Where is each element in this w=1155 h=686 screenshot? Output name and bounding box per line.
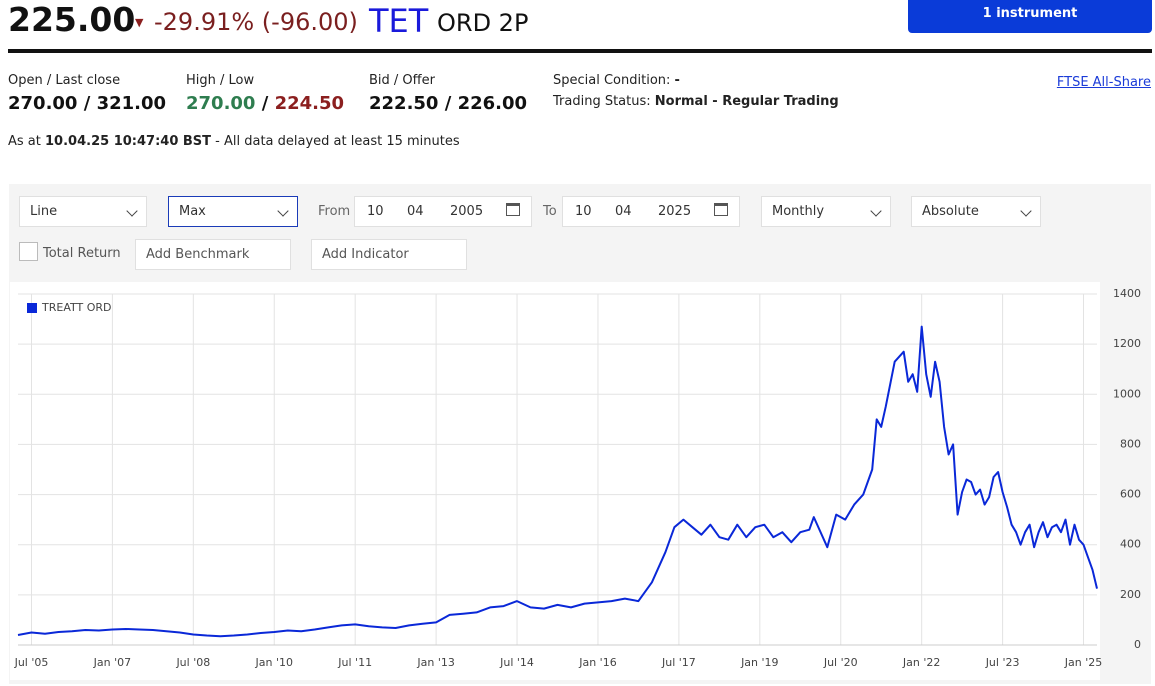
prefix: As at: [8, 134, 41, 149]
trading-status: Trading Status: Normal - Regular Trading: [553, 94, 839, 109]
x-tick-label: Jul '17: [661, 656, 696, 669]
y-tick-label: 1400: [1113, 287, 1141, 300]
interval-select[interactable]: Monthly: [761, 196, 891, 227]
x-tick-label: Jul '14: [499, 656, 534, 669]
y-tick-label: 400: [1120, 538, 1141, 551]
stat-value: 222.50 / 226.00: [369, 93, 528, 114]
down-arrow: ▼: [135, 16, 144, 29]
year: 2005: [450, 204, 484, 219]
index-link[interactable]: FTSE All-Share: [1056, 75, 1151, 90]
from-date[interactable]: 10 04 2005: [354, 196, 532, 227]
stat-value: 270.00 / 224.50: [186, 93, 344, 114]
x-tick-label: Jan '07: [93, 656, 131, 669]
value: Max: [179, 204, 206, 219]
ticker: TET: [369, 2, 429, 40]
low: 224.50: [274, 93, 345, 114]
stat-label: Bid / Offer: [369, 73, 435, 88]
label: Special Condition:: [553, 73, 671, 88]
legend-swatch: [27, 303, 37, 313]
mode-select[interactable]: Absolute: [911, 196, 1041, 227]
price-chart: 0 200 400 600 800 1000 1200 1400 Jul '05 Jan '07 J…: [10, 282, 1141, 680]
x-tick-label: Jul '08: [175, 656, 210, 669]
to-label: To: [543, 204, 557, 219]
value: Normal - Regular Trading: [654, 94, 839, 109]
calendar-icon: [714, 203, 728, 216]
plot-background: [10, 282, 1100, 680]
special-condition: Special Condition: -: [553, 73, 680, 88]
legend-label: TREATT ORD: [41, 301, 112, 314]
benchmark-input[interactable]: Add Benchmark: [135, 239, 291, 270]
value: Line: [30, 204, 58, 219]
y-tick-label: 0: [1134, 638, 1141, 651]
stat-value: 270.00 / 321.00: [8, 93, 167, 114]
value: -: [674, 73, 680, 88]
x-tick-label: Jul '11: [337, 656, 372, 669]
label: Trading Status:: [553, 94, 651, 109]
price-line: [17, 325, 1098, 638]
x-tick-label: Jan '25: [1064, 656, 1102, 669]
suffix: - All data delayed at least 15 minutes: [215, 134, 460, 149]
instrument-button[interactable]: 1 instrument: [908, 0, 1152, 33]
stat-label: Open / Last close: [8, 73, 121, 88]
x-tick-label: Jul '23: [985, 656, 1020, 669]
month: 04: [407, 204, 424, 219]
y-tick-label: 200: [1120, 588, 1141, 601]
y-tick-label: 600: [1120, 488, 1141, 501]
price-change: -29.91% (-96.00): [154, 8, 358, 36]
x-tick-label: Jul '20: [823, 656, 858, 669]
to-date[interactable]: 10 04 2025: [562, 196, 740, 227]
stat-label: High / Low: [186, 73, 255, 88]
year: 2025: [658, 204, 692, 219]
x-tick-label: Jan '13: [416, 656, 454, 669]
month: 04: [615, 204, 632, 219]
calendar-icon: [506, 203, 520, 216]
price: 225.00: [8, 0, 136, 39]
x-tick-label: Jan '22: [902, 656, 940, 669]
x-tick-label: Jan '16: [578, 656, 616, 669]
checkbox[interactable]: [19, 242, 38, 261]
day: 10: [575, 204, 592, 219]
instrument-name: ORD 2P: [437, 9, 529, 37]
y-tick-label: 1200: [1113, 337, 1141, 350]
total-return-label: Total Return: [43, 246, 121, 261]
high: 270.00: [186, 93, 256, 114]
y-tick-label: 800: [1120, 437, 1141, 450]
x-tick-label: Jan '10: [255, 656, 293, 669]
range-select[interactable]: Max: [168, 196, 298, 227]
day: 10: [367, 204, 384, 219]
chart-type-select[interactable]: Line: [19, 196, 147, 227]
time: 10.04.25 10:47:40 BST: [45, 134, 212, 149]
value: Monthly: [772, 204, 825, 219]
indicator-input[interactable]: Add Indicator: [311, 239, 467, 270]
y-tick-label: 1000: [1113, 387, 1141, 400]
x-tick-label: Jul '05: [14, 656, 49, 669]
from-label: From: [318, 204, 351, 219]
separator: /: [261, 93, 269, 114]
value: Absolute: [922, 204, 979, 219]
x-tick-label: Jan '19: [740, 656, 778, 669]
timestamp: As at 10.04.25 10:47:40 BST - All data d…: [8, 134, 460, 149]
divider: [8, 49, 1152, 53]
